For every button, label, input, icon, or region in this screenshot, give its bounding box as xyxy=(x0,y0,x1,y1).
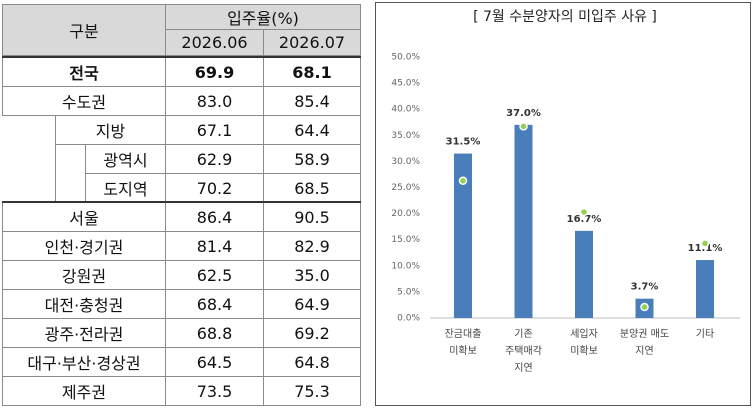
marker xyxy=(579,207,589,217)
row-label: 서울 xyxy=(2,202,166,232)
x-tick-label: 잔금대출 미확보 xyxy=(444,329,482,357)
x-tick-label: 기타 xyxy=(695,329,715,340)
cell-value: 85.4 xyxy=(263,86,361,116)
row-label: 강원권 xyxy=(2,260,166,290)
cell-value: 75.3 xyxy=(263,376,361,406)
cell-value: 58.9 xyxy=(263,144,361,174)
cell-value: 83.0 xyxy=(165,86,264,116)
bar xyxy=(514,124,533,318)
row-label: 광역시 xyxy=(85,144,166,174)
y-tick-label: 50.0% xyxy=(391,53,420,63)
x-tick-label: 분양권 매도 지연 xyxy=(619,329,670,357)
cell-value: 73.5 xyxy=(165,376,264,406)
cell-value: 68.4 xyxy=(165,289,264,319)
y-tick-label: 15.0% xyxy=(391,235,420,245)
cell-value: 69.2 xyxy=(263,318,361,348)
value-label: 3.7% xyxy=(631,282,659,293)
cell-value: 64.5 xyxy=(165,347,264,377)
marker xyxy=(458,176,468,185)
cell-value: 64.9 xyxy=(263,289,361,319)
separator xyxy=(2,201,361,203)
y-tick-label: 30.0% xyxy=(391,157,420,167)
cell-value: 64.4 xyxy=(263,115,361,145)
bar xyxy=(696,260,714,318)
row-label: 인천·경기권 xyxy=(2,231,166,261)
cell-value: 35.0 xyxy=(263,260,361,290)
row-label: 대전·충청권 xyxy=(2,289,166,319)
cell-value: 90.5 xyxy=(263,202,361,232)
row-label: 대구·부산·경상권 xyxy=(2,347,166,377)
y-tick-label: 0.0% xyxy=(397,314,420,324)
cell-value: 64.8 xyxy=(263,347,361,377)
cell-value: 82.9 xyxy=(263,231,361,261)
cell-value: 81.4 xyxy=(165,231,264,261)
y-tick-label: 25.0% xyxy=(391,183,420,193)
y-tick-label: 5.0% xyxy=(397,287,420,297)
y-tick-label: 20.0% xyxy=(391,209,420,219)
cell-value: 62.9 xyxy=(165,144,264,174)
row-label: 제주권 xyxy=(2,376,166,406)
value-label: 31.5% xyxy=(446,137,481,148)
row-label: 도지역 xyxy=(85,173,166,203)
row-label: 수도권 xyxy=(2,86,166,116)
cell-value: 68.1 xyxy=(263,57,361,87)
indent-line xyxy=(55,115,56,202)
header-col: 2026.07 xyxy=(263,29,361,56)
cell-value: 62.5 xyxy=(165,260,264,290)
cell-value: 69.9 xyxy=(165,57,264,87)
header-label: 구분 xyxy=(2,4,166,56)
cell-value: 68.8 xyxy=(165,318,264,348)
marker xyxy=(640,302,649,312)
cell-value: 68.5 xyxy=(263,173,361,203)
x-tick-label: 기존 주택매각 지연 xyxy=(505,329,542,374)
cell-value: 86.4 xyxy=(165,202,264,232)
indent-line xyxy=(85,144,86,202)
header-col: 2026.06 xyxy=(165,29,264,56)
row-label: 광주·전라권 xyxy=(2,318,166,348)
y-tick-label: 45.0% xyxy=(391,79,420,89)
row-label: 전국 xyxy=(2,57,166,87)
marker xyxy=(700,239,710,248)
cell-value: 70.2 xyxy=(165,173,264,203)
cell-value: 67.1 xyxy=(165,115,264,145)
chart-title: [ 7월 수분양자의 미입주 사유 ] xyxy=(473,9,657,25)
row-label: 지방 xyxy=(55,115,166,145)
y-tick-label: 35.0% xyxy=(391,131,420,141)
y-tick-label: 10.0% xyxy=(391,261,420,271)
bar xyxy=(454,153,472,318)
value-label: 16.7% xyxy=(567,214,602,225)
value-label: 11.1% xyxy=(688,243,723,254)
value-label: 37.0% xyxy=(506,108,541,119)
bar xyxy=(575,230,593,318)
x-tick-label: 세입자 미확보 xyxy=(570,329,598,357)
chart-frame xyxy=(375,2,751,406)
separator xyxy=(2,56,361,58)
marker xyxy=(519,122,528,131)
y-tick-label: 40.0% xyxy=(391,105,420,115)
